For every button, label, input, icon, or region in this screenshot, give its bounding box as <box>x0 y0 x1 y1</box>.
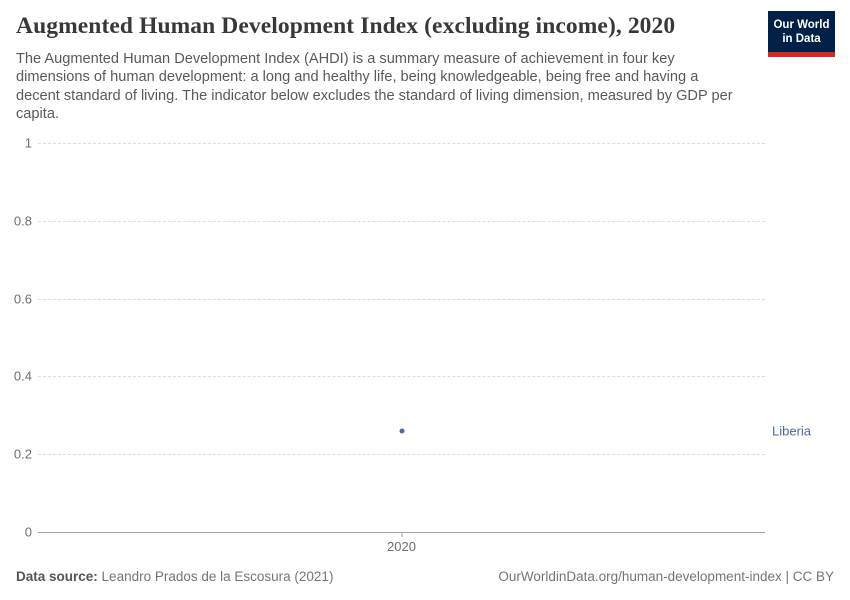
x-tick-label-2020: 2020 <box>387 539 416 554</box>
y-tick-label-0.6: 0.6 <box>13 291 32 307</box>
owid-logo-line2: in Data <box>782 33 821 45</box>
chart-subtitle: The Augmented Human Development Index (A… <box>16 51 733 122</box>
data-source-label: Data source: <box>16 569 98 584</box>
data-point-liberia[interactable] <box>399 428 404 434</box>
gridline-0.2 <box>38 454 765 456</box>
gridline-1 <box>38 143 765 144</box>
y-tick-label-0.2: 0.2 <box>13 446 32 462</box>
owid-logo: Our World in Data <box>768 11 835 57</box>
chart-title: Augmented Human Development Index (exclu… <box>16 13 676 39</box>
data-source: Data source: Leandro Prados de la Escosu… <box>16 569 333 584</box>
y-tick-label-0.4: 0.4 <box>13 368 32 384</box>
x-tick-mark-2020 <box>401 532 402 537</box>
gridline-0.6 <box>38 298 765 300</box>
y-tick-label-1: 1 <box>24 135 32 151</box>
y-tick-label-0.8: 0.8 <box>13 213 32 229</box>
owid-logo-line1: Our World <box>773 19 830 31</box>
gridline-0.4 <box>38 376 765 378</box>
data-source-value: Leandro Prados de la Escosura (2021) <box>101 569 334 584</box>
y-tick-label-0: 0 <box>24 524 32 540</box>
gridline-0.8 <box>38 220 765 222</box>
credit-link[interactable]: OurWorldinData.org/human-development-ind… <box>498 569 834 584</box>
entity-label-liberia[interactable]: Liberia <box>772 423 812 439</box>
plot-area: 0 0.2 0.4 0.6 0.8 1 2020 Liberia <box>14 136 811 555</box>
